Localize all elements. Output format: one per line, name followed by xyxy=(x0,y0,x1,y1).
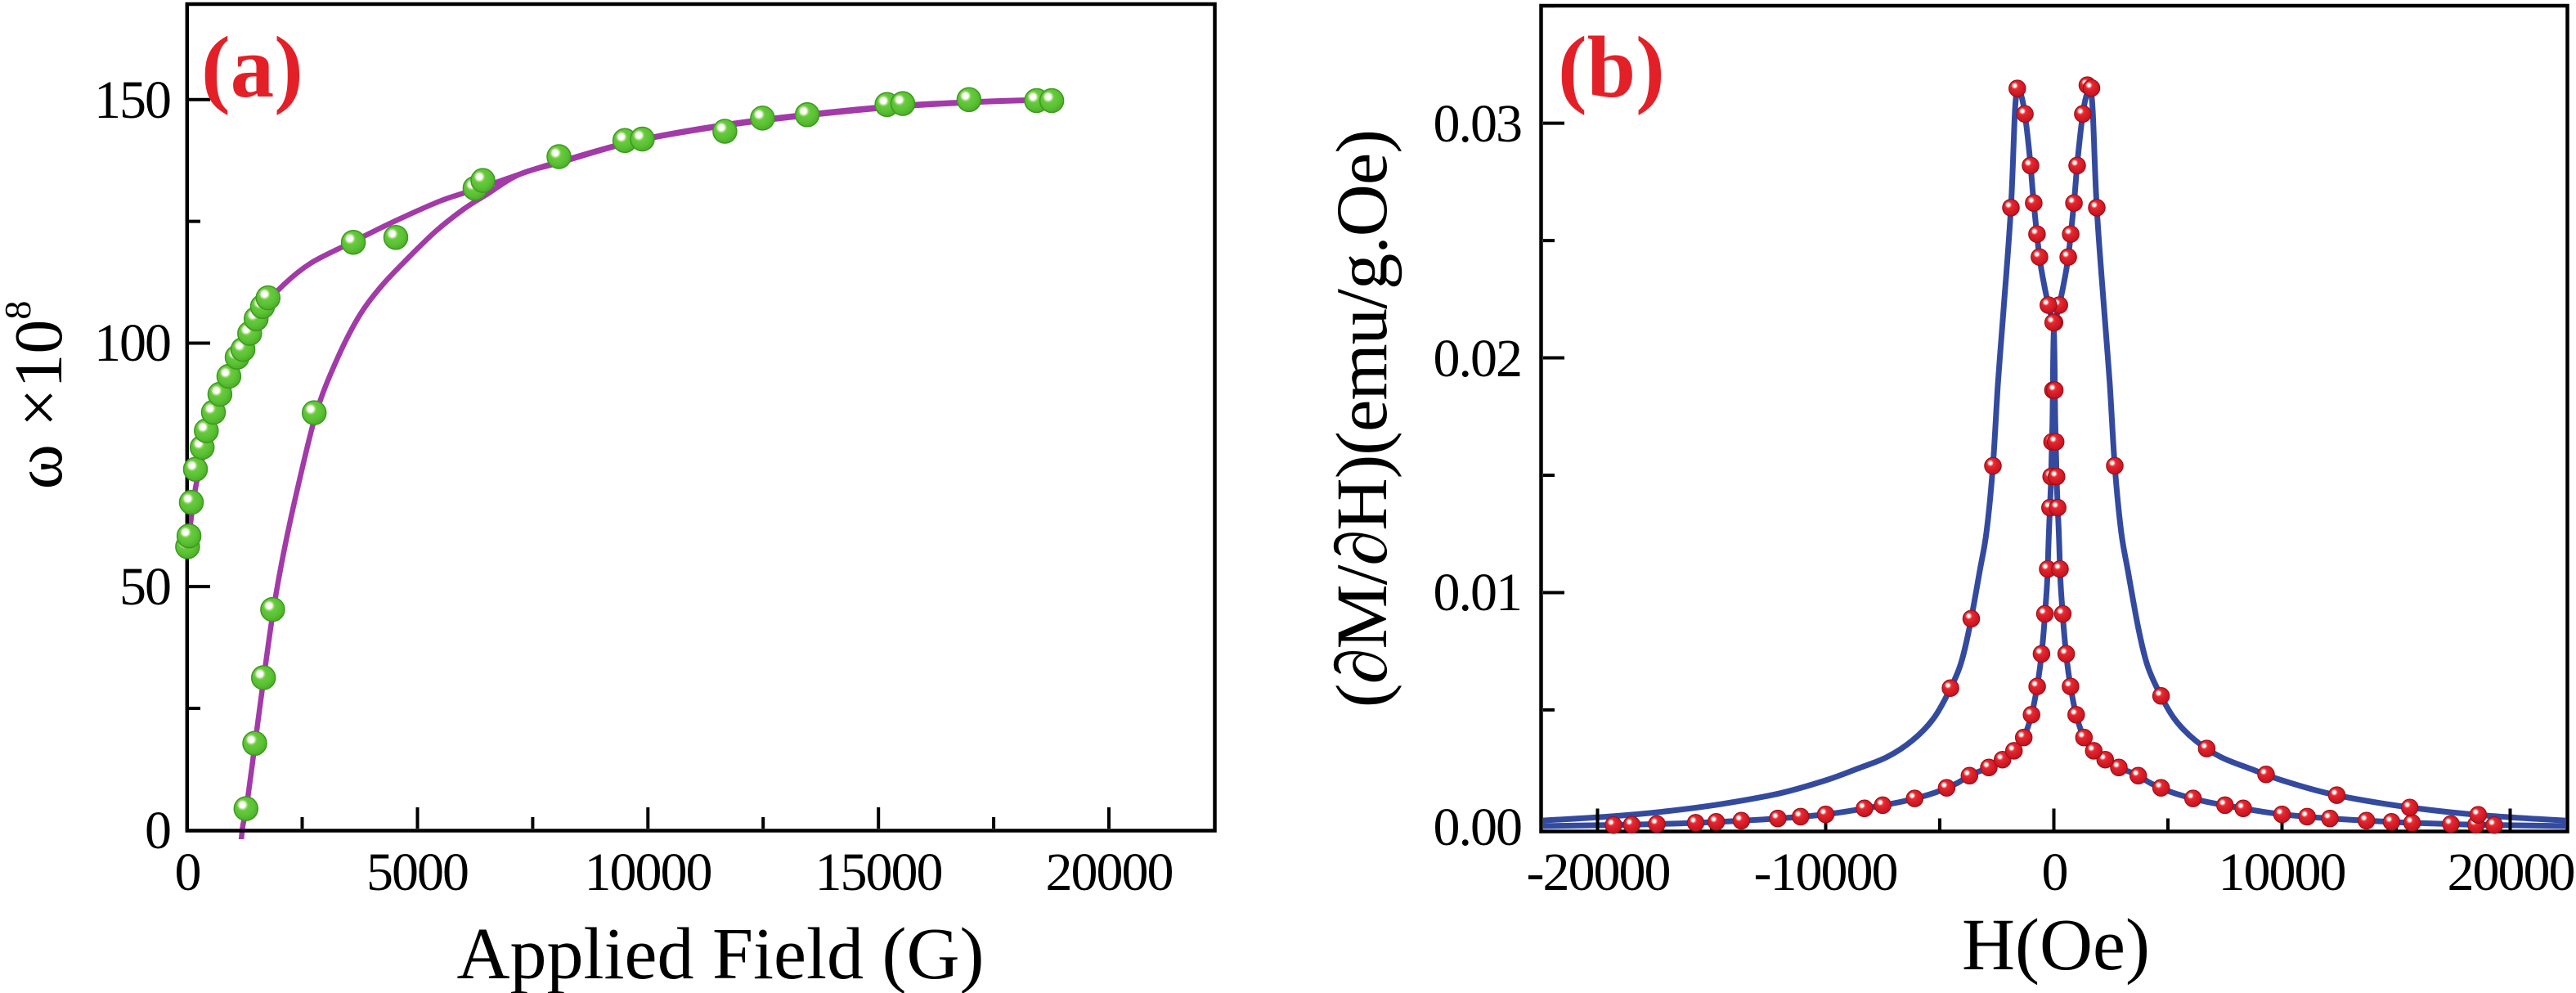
svg-text:0: 0 xyxy=(175,842,200,902)
svg-text:0.00: 0.00 xyxy=(1434,798,1522,857)
svg-text:0.01: 0.01 xyxy=(1434,563,1522,622)
svg-text:H(Oe): H(Oe) xyxy=(1962,905,2150,986)
svg-text:(∂M/∂H)(emu/g.Oe): (∂M/∂H)(emu/g.Oe) xyxy=(1322,130,1402,708)
svg-text:(b): (b) xyxy=(1558,20,1665,116)
svg-text:10000: 10000 xyxy=(2219,842,2345,902)
svg-text:-20000: -20000 xyxy=(1527,842,1670,902)
svg-text:-10000: -10000 xyxy=(1754,842,1897,902)
svg-text:0.02: 0.02 xyxy=(1434,329,1522,389)
svg-text:(a): (a) xyxy=(201,20,303,116)
svg-text:150: 150 xyxy=(94,70,170,130)
svg-text:ω ×108: ω ×108 xyxy=(0,301,77,490)
svg-text:15000: 15000 xyxy=(815,842,942,902)
svg-text:Applied Field (G): Applied Field (G) xyxy=(457,914,985,993)
svg-text:5000: 5000 xyxy=(366,842,468,902)
svg-text:20000: 20000 xyxy=(2448,842,2574,902)
svg-text:0.03: 0.03 xyxy=(1434,94,1522,154)
svg-text:50: 50 xyxy=(119,557,170,617)
svg-text:20000: 20000 xyxy=(1046,842,1173,902)
svg-text:10000: 10000 xyxy=(585,842,711,902)
svg-text:100: 100 xyxy=(94,313,170,373)
svg-text:0: 0 xyxy=(2042,842,2067,902)
svg-text:0: 0 xyxy=(145,801,170,860)
